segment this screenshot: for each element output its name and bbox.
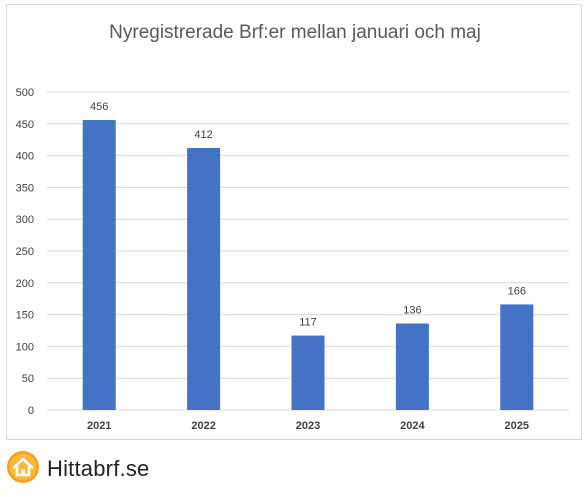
y-tick-label: 50 bbox=[22, 373, 34, 385]
y-tick-label: 500 bbox=[16, 87, 34, 99]
chart-area: Nyregistrerade Brf:er mellan januari och… bbox=[6, 4, 582, 440]
y-tick-label: 350 bbox=[16, 182, 34, 194]
x-category-label: 2025 bbox=[505, 420, 529, 432]
y-axis-ticks: 0 50 100 150 200 250 300 350 400 450 500 bbox=[16, 87, 34, 417]
y-tick-label: 200 bbox=[16, 278, 34, 290]
data-labels: 456 412 117 136 166 bbox=[90, 101, 526, 329]
bar-2021 bbox=[82, 119, 116, 410]
y-tick-label: 250 bbox=[16, 246, 34, 258]
house-icon bbox=[6, 450, 40, 489]
brand-name: Hittabrf.se bbox=[47, 456, 150, 481]
bar-2023 bbox=[291, 335, 325, 410]
y-tick-label: 100 bbox=[16, 341, 34, 353]
y-tick-label: 400 bbox=[16, 151, 34, 163]
x-category-label: 2024 bbox=[400, 420, 425, 432]
y-tick-label: 300 bbox=[16, 214, 34, 226]
y-tick-label: 0 bbox=[28, 405, 34, 417]
data-label-2024: 136 bbox=[403, 305, 421, 317]
bar-2025 bbox=[500, 304, 534, 410]
data-label-2023: 117 bbox=[299, 317, 317, 329]
x-category-label: 2023 bbox=[296, 420, 320, 432]
bar-chart: Nyregistrerade Brf:er mellan januari och… bbox=[16, 22, 569, 432]
bar-2024 bbox=[395, 323, 429, 410]
bar-2022 bbox=[187, 147, 221, 410]
y-tick-label: 150 bbox=[16, 310, 34, 322]
y-tick-label: 450 bbox=[16, 119, 34, 131]
x-category-label: 2021 bbox=[87, 420, 111, 432]
x-axis-categories: 2021 2022 2023 2024 2025 bbox=[87, 420, 529, 432]
chart-title: Nyregistrerade Brf:er mellan januari och… bbox=[109, 22, 481, 43]
bars bbox=[82, 119, 534, 410]
x-category-label: 2022 bbox=[191, 420, 215, 432]
gridlines bbox=[47, 91, 569, 411]
brand-footer: Hittabrf.se bbox=[6, 450, 150, 489]
data-label-2021: 456 bbox=[90, 101, 108, 113]
data-label-2025: 166 bbox=[508, 285, 526, 297]
data-label-2022: 412 bbox=[194, 129, 212, 141]
